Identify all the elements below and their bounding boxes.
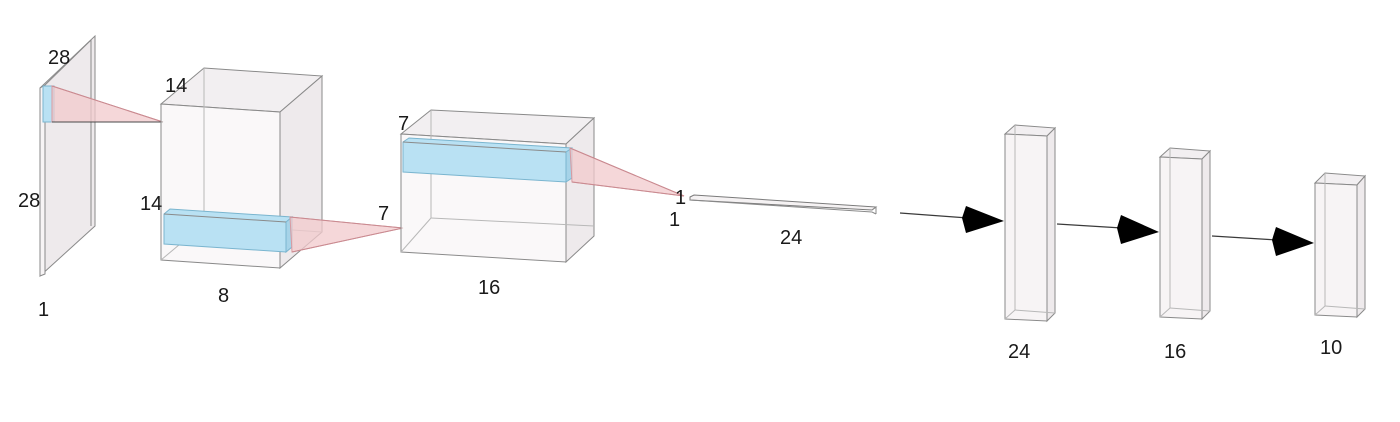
conv1-cone-edge-top — [289, 216, 404, 229]
flatten-layer: 1 1 24 — [669, 187, 878, 249]
conv1-channels-label: 8 — [218, 285, 229, 307]
dense10-hidden-edge-h — [1324, 305, 1366, 310]
dense10-front-face — [1314, 182, 1358, 318]
input-slab-face — [39, 34, 96, 278]
conv2-cone-edge-bottom — [571, 181, 685, 197]
dense16-hidden-edge-h — [1169, 307, 1211, 312]
dense10-hidden-edge-d — [1314, 305, 1326, 316]
flatten-vector-bar — [689, 194, 878, 211]
dense-layer-16: 16 — [1158, 147, 1212, 363]
dense24-side-face — [1046, 126, 1056, 323]
dense16-front-face — [1159, 156, 1203, 320]
dense24-hidden-edge-h — [1014, 309, 1056, 314]
dense-arrow-1 — [899, 206, 1004, 233]
dense16-side-face — [1201, 149, 1211, 321]
conv2-layer: 7 16 — [398, 109, 685, 299]
input-width-label: 28 — [48, 47, 70, 69]
input-layer: 28 28 1 — [18, 34, 164, 321]
flatten-length-label: 24 — [780, 227, 802, 249]
conv1-height-label: 14 — [140, 193, 162, 215]
arrow-line-1 — [899, 212, 969, 219]
flatten-vector-end — [871, 206, 877, 211]
input-cone-edge-top — [51, 85, 164, 123]
conv2-channels-label: 16 — [478, 277, 500, 299]
dense24-units-label: 24 — [1008, 341, 1030, 363]
conv1-width-label: 14 — [165, 75, 187, 97]
conv2-height-label: 7 — [398, 113, 409, 135]
dense-arrow-3 — [1211, 227, 1314, 256]
dense10-units-label: 10 — [1320, 337, 1342, 359]
conv2-hidden-edge-h — [430, 217, 595, 227]
flatten-vector-bottom — [689, 199, 873, 213]
conv1-cone-edge-bottom — [291, 227, 404, 253]
dense24-hidden-edge-d — [1004, 309, 1016, 320]
dense24-front-face — [1004, 133, 1048, 322]
arrow-head-2 — [1117, 215, 1159, 244]
input-channels-label: 1 — [38, 299, 49, 321]
input-slab-top-edge — [44, 39, 92, 86]
arrow-head-1 — [962, 206, 1004, 233]
dense10-side-face — [1356, 174, 1366, 319]
input-height-label: 28 — [18, 190, 40, 212]
arrow-line-3 — [1211, 235, 1278, 241]
flatten-vector-end-bottom — [871, 211, 877, 215]
arrow-line-2 — [1056, 223, 1123, 229]
dense-layer-10: 10 — [1313, 172, 1367, 359]
flatten-height-label: 1 — [675, 187, 686, 209]
conv2-side-face — [565, 116, 595, 264]
dense-arrow-2 — [1056, 215, 1159, 244]
conv2-cone-edge-top — [569, 147, 685, 197]
conv1-layer: 14 14 8 7 — [140, 67, 404, 307]
arrow-head-3 — [1272, 227, 1314, 256]
conv2-hidden-edge-d — [400, 217, 432, 253]
dense16-hidden-edge-d — [1159, 307, 1171, 318]
dense16-units-label: 16 — [1164, 341, 1186, 363]
conv1-kernel-edge — [163, 213, 287, 223]
dense-layer-24: 24 — [1003, 124, 1057, 363]
conv2-kernel-edge — [402, 141, 567, 153]
conv1-kernel-out-label: 7 — [378, 203, 389, 225]
flatten-width-label: 1 — [669, 209, 680, 231]
